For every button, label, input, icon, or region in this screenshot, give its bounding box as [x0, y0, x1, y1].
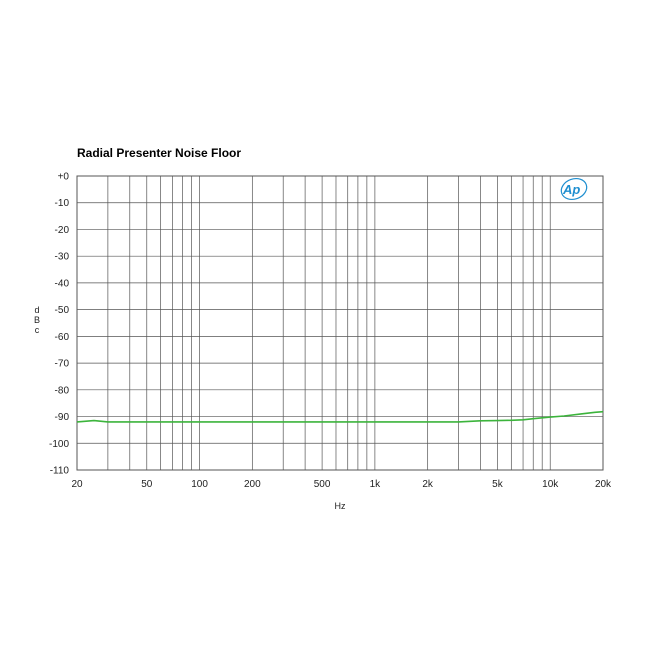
- x-tick-label: 10k: [542, 479, 559, 490]
- series-layer: [76, 410, 604, 423]
- y-tick-label: -20: [55, 225, 70, 236]
- y-tick-label: -90: [55, 412, 70, 423]
- y-tick-label: -40: [55, 278, 70, 289]
- y-tick-label: -50: [55, 305, 70, 316]
- y-tick-label: -30: [55, 252, 70, 263]
- plot-area: [76, 175, 604, 471]
- y-tick-label: -60: [55, 332, 70, 343]
- y-tick-label: +0: [58, 172, 70, 183]
- x-tick-label: 50: [141, 479, 153, 490]
- noise-floor-line: [76, 410, 604, 423]
- y-tick-label: -10: [55, 198, 70, 209]
- ap-logo-text: Ap: [562, 182, 580, 197]
- x-tick-label: 100: [191, 479, 208, 490]
- y-tick-label: -110: [50, 466, 70, 477]
- grid-lines: [77, 176, 603, 470]
- x-tick-label: 200: [244, 479, 261, 490]
- y-tick-label: -80: [55, 385, 70, 396]
- x-tick-label: 2k: [422, 479, 434, 490]
- y-tick-label: -100: [49, 439, 69, 450]
- chart-title: Radial Presenter Noise Floor: [77, 146, 241, 160]
- x-tick-label: 20k: [595, 479, 612, 490]
- x-axis-label: Hz: [335, 501, 346, 511]
- x-tick-label: 500: [314, 479, 331, 490]
- ap-logo: Ap: [560, 178, 588, 200]
- x-tick-label: 20: [71, 479, 83, 490]
- y-tick-label: -70: [55, 359, 70, 370]
- x-tick-label: 1k: [370, 479, 382, 490]
- x-tick-label: 5k: [492, 479, 504, 490]
